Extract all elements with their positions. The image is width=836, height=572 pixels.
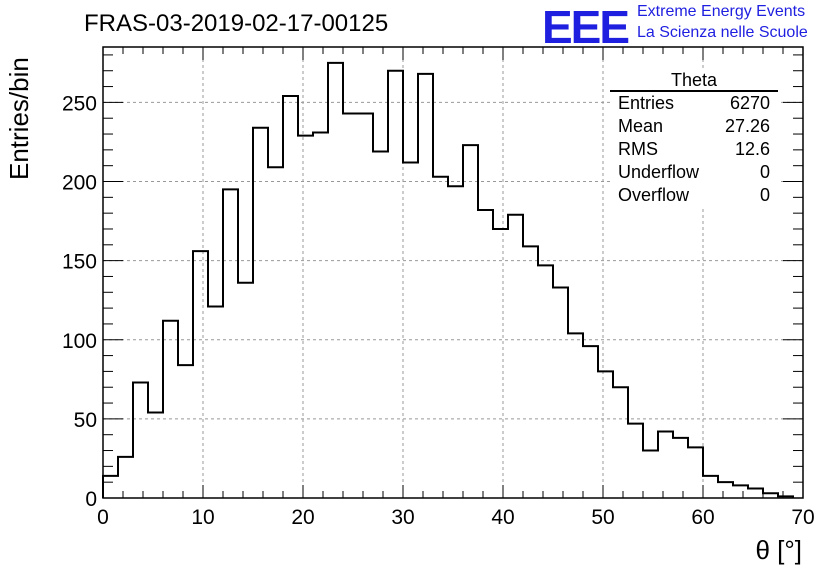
x-tick-label: 50 xyxy=(591,506,614,529)
stats-value: 27.26 xyxy=(724,116,770,136)
y-tick-label: 50 xyxy=(74,409,97,432)
run-title: FRAS-03-2019-02-17-00125 xyxy=(84,10,389,37)
y-tick-label: 250 xyxy=(62,92,97,115)
x-tick-label: 10 xyxy=(191,506,214,529)
stats-row: Mean 27.26 xyxy=(610,115,778,138)
stats-label: Entries xyxy=(618,93,675,113)
y-axis-label: Entries/bin xyxy=(4,57,34,180)
stats-row: Entries 6270 xyxy=(610,92,778,115)
x-tick-label: 60 xyxy=(691,506,714,529)
stats-value: 12.6 xyxy=(734,139,770,159)
axes-ticks: 0 10 20 30 40 50 60 70 0 50 100 150 200 250 xyxy=(62,47,815,529)
x-tick-label: 40 xyxy=(491,506,514,529)
y-tick-label: 100 xyxy=(62,330,97,353)
stats-label: Mean xyxy=(618,116,664,136)
stats-row: RMS 12.6 xyxy=(610,138,778,161)
stats-value: 0 xyxy=(759,185,770,205)
stats-label: Overflow xyxy=(618,185,690,205)
histogram-outline xyxy=(102,61,794,498)
stats-box: Theta Entries 6270 Mean 27.26 RMS 12.6 Underfl… xyxy=(610,70,778,207)
stats-title: Theta xyxy=(610,70,778,92)
x-tick-label: 30 xyxy=(391,506,414,529)
x-tick-label: 20 xyxy=(291,506,314,529)
logo-line-1: Extreme Energy Events xyxy=(637,3,806,20)
x-tick-label: 70 xyxy=(791,506,814,529)
x-axis-label: θ [°] xyxy=(755,535,802,565)
stats-row: Overflow 0 xyxy=(610,184,778,207)
stats-row: Underflow 0 xyxy=(610,161,778,184)
eee-logo: EEE xyxy=(542,1,630,53)
stats-label: Underflow xyxy=(618,162,700,182)
logo-line-2: La Scienza nelle Scuole xyxy=(637,24,808,41)
plot-frame xyxy=(102,46,804,499)
stats-value: 0 xyxy=(759,162,770,182)
y-tick-label: 0 xyxy=(85,488,97,511)
y-tick-label: 150 xyxy=(62,251,97,274)
stats-label: RMS xyxy=(618,139,658,159)
y-tick-label: 200 xyxy=(62,172,97,195)
x-tick-label: 0 xyxy=(97,506,109,529)
stats-value: 6270 xyxy=(729,93,770,113)
